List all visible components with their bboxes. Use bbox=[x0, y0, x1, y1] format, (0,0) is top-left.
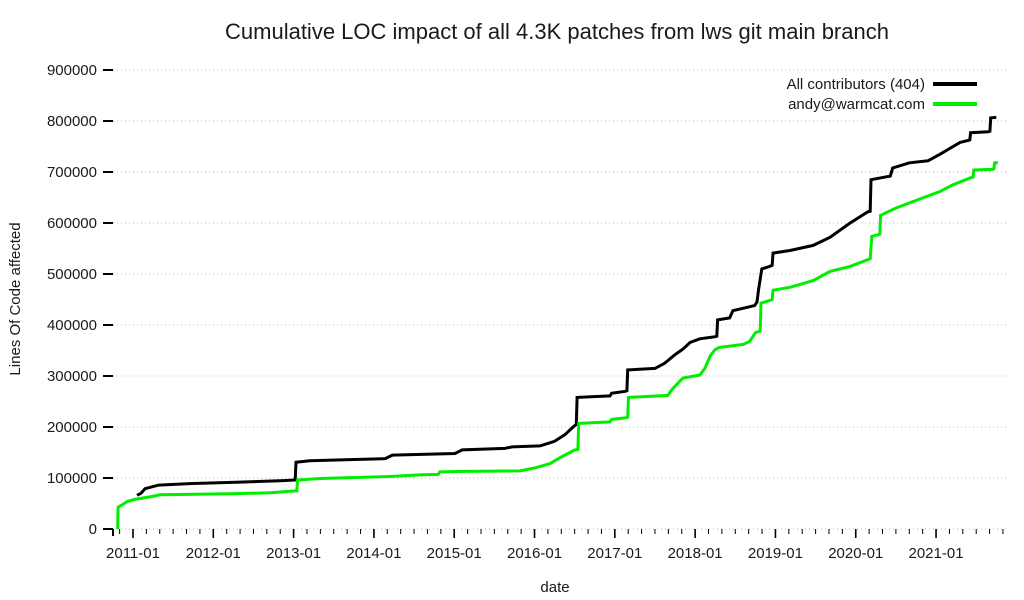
x-tick-label: 2012-01 bbox=[186, 545, 241, 562]
y-tick-label: 700000 bbox=[47, 164, 97, 181]
x-tick-label: 2011-01 bbox=[106, 545, 160, 562]
series-lines bbox=[116, 115, 998, 530]
y-axis-ticks: 0 100000 200000 300000 400000 500000 600000 700… bbox=[47, 62, 114, 538]
y-tick-label: 200000 bbox=[47, 419, 97, 436]
series-line-0 bbox=[136, 115, 997, 497]
y-tick-label: 500000 bbox=[47, 266, 97, 283]
x-tick-label: 2021-01 bbox=[909, 545, 964, 562]
x-tick-label: 2018-01 bbox=[668, 545, 723, 562]
x-axis-ticks: 2011-01 2012-01 2013-01 2014-01 2015-01 2016-… bbox=[106, 529, 1004, 562]
x-tick-label: 2014-01 bbox=[346, 545, 401, 562]
legend: All contributors (404) andy@warmcat.com bbox=[787, 76, 977, 113]
legend-label-1: andy@warmcat.com bbox=[788, 96, 925, 113]
x-axis-label: date bbox=[540, 579, 569, 596]
x-tick-label: 2016-01 bbox=[507, 545, 562, 562]
x-tick-label: 2020-01 bbox=[828, 545, 883, 562]
y-tick-label: 400000 bbox=[47, 317, 97, 334]
y-tick-label: 600000 bbox=[47, 215, 97, 232]
series-line-1 bbox=[116, 161, 998, 530]
chart-title: Cumulative LOC impact of all 4.3K patche… bbox=[225, 19, 889, 44]
x-tick-label: 2017-01 bbox=[587, 545, 642, 562]
y-tick-label: 800000 bbox=[47, 113, 97, 130]
gridlines bbox=[113, 69, 1008, 530]
legend-label-0: All contributors (404) bbox=[787, 76, 925, 93]
x-tick-label: 2019-01 bbox=[748, 545, 803, 562]
y-tick-label: 0 bbox=[89, 521, 97, 538]
x-tick-label: 2013-01 bbox=[266, 545, 321, 562]
y-axis-label: Lines Of Code affected bbox=[7, 222, 24, 375]
y-tick-label: 900000 bbox=[47, 62, 97, 79]
y-tick-label: 100000 bbox=[47, 470, 97, 487]
y-tick-label: 300000 bbox=[47, 368, 97, 385]
x-tick-label: 2015-01 bbox=[427, 545, 482, 562]
